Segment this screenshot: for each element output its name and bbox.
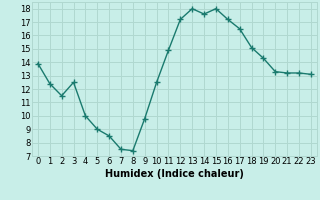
X-axis label: Humidex (Indice chaleur): Humidex (Indice chaleur) xyxy=(105,169,244,179)
